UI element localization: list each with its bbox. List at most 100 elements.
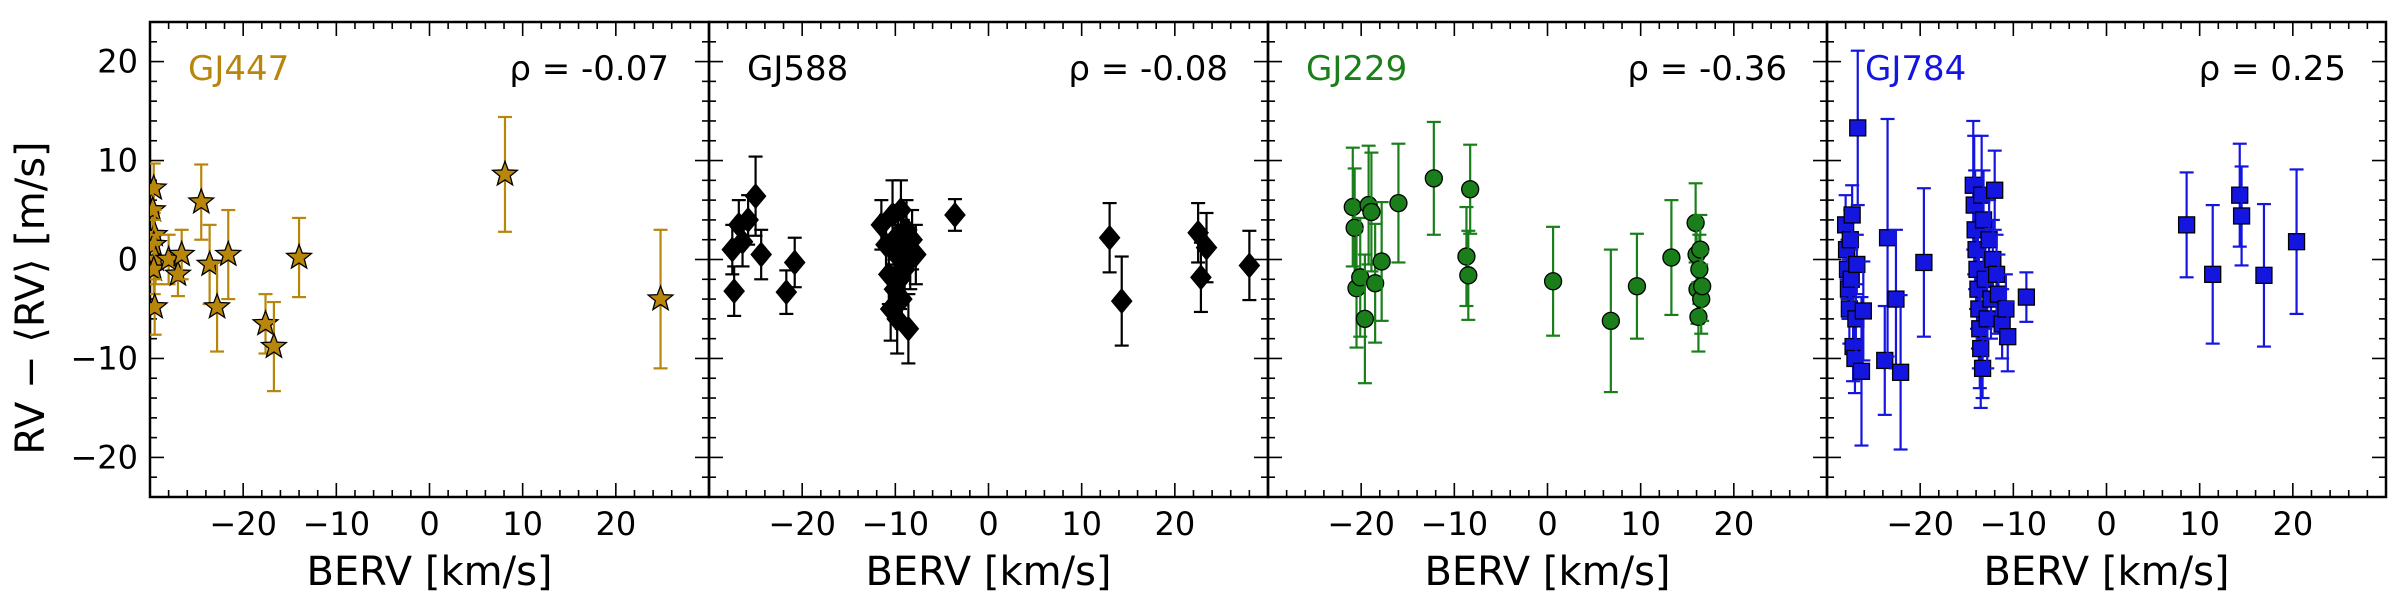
data-points-gj447 — [150, 115, 675, 393]
circle-marker — [1543, 272, 1563, 291]
x-tick-label: −10 — [862, 505, 930, 543]
x-tick-label: 0 — [1537, 505, 1557, 543]
panel-gj784: −20 −10 0 10 20 BERV [km/s] GJ784 ρ = 0.25 — [1825, 20, 2388, 595]
data-point-6 — [150, 278, 169, 336]
diamond-marker — [904, 241, 927, 268]
data-point-25 — [1693, 250, 1712, 322]
circle-marker — [1372, 252, 1391, 271]
data-point-42 — [1999, 300, 2017, 373]
x-tick-label: −20 — [209, 505, 277, 543]
data-point-30 — [1110, 255, 1133, 347]
diamond-marker — [1195, 234, 1218, 261]
square-marker — [1986, 181, 2004, 199]
x-tick-label: 10 — [1061, 505, 1102, 543]
data-point-16 — [284, 216, 314, 299]
data-point-28 — [944, 198, 966, 232]
panel-gj447: −20 −10 0 10 20 −20 −10 0 10 20 BERV [km/s] GJ447 ρ … — [70, 20, 711, 595]
data-point-14 — [1543, 225, 1563, 337]
diamond-marker — [1110, 288, 1133, 315]
panel-gj588: −20 −10 0 10 20 BERV [km/s] GJ588 ρ = -0.08 — [707, 20, 1270, 595]
data-point-8 — [783, 236, 806, 289]
square-marker — [2017, 288, 2036, 306]
square-marker — [1997, 300, 2015, 318]
x-tick-label: −20 — [1327, 505, 1395, 543]
diamond-marker — [886, 305, 909, 332]
star-marker — [214, 239, 243, 267]
diamond-marker — [783, 249, 806, 276]
data-point-33 — [1195, 211, 1218, 284]
circle-marker — [1662, 248, 1681, 267]
star-marker — [167, 239, 196, 267]
square-marker — [1972, 339, 1990, 358]
square-marker — [2177, 216, 2196, 234]
rho-label-gj447: ρ = -0.07 — [509, 49, 669, 89]
diamond-marker — [744, 183, 767, 210]
square-marker — [1854, 302, 1872, 320]
x-tick-label: −20 — [768, 505, 836, 543]
data-point-7 — [1365, 222, 1385, 344]
data-point-34 — [1238, 229, 1261, 302]
square-marker — [2204, 265, 2222, 283]
data-point-13 — [1852, 296, 1871, 447]
data-point-27 — [904, 223, 927, 286]
x-tick-label: −10 — [303, 505, 371, 543]
square-marker — [2287, 233, 2306, 251]
diamond-marker — [750, 241, 773, 268]
diamond-marker — [1098, 224, 1121, 251]
data-point-15 — [259, 300, 289, 393]
square-marker — [2232, 207, 2251, 225]
star-marker — [284, 242, 314, 270]
x-tick-label: 20 — [595, 505, 636, 543]
star-marker — [646, 284, 675, 312]
data-point-12 — [202, 261, 232, 353]
data-points-gj588 — [721, 155, 1261, 365]
panels-layer: −20 −10 0 10 20 −20 −10 0 10 20 BERV [km/s] GJ447 ρ … — [70, 20, 2388, 595]
circle-marker — [1389, 193, 1408, 213]
x-axis-label: BERV [km/s] — [1983, 549, 2229, 595]
square-marker — [1849, 119, 1867, 137]
circle-marker — [1424, 169, 1443, 188]
x-tick-label: 20 — [1713, 505, 1754, 543]
data-point-13 — [214, 208, 243, 301]
data-point-18 — [1891, 294, 1910, 451]
x-tick-label: 0 — [419, 505, 439, 543]
data-point-9 — [1389, 142, 1408, 264]
panel-gj229: −20 −10 0 10 20 BERV [km/s] GJ229 ρ = -0.36 — [1266, 20, 1829, 595]
data-point-7 — [775, 269, 798, 316]
square-marker — [1843, 206, 1861, 224]
circle-marker — [1693, 277, 1712, 296]
x-axis-label: BERV [km/s] — [306, 549, 552, 595]
circle-marker — [1461, 180, 1480, 199]
y-tick-label: −20 — [70, 438, 138, 476]
diamond-marker — [775, 279, 798, 306]
circle-marker — [1355, 309, 1375, 329]
x-tick-label: 0 — [978, 505, 998, 543]
data-point-18 — [646, 228, 675, 370]
data-point-10 — [187, 163, 216, 241]
star-marker — [150, 292, 169, 320]
star-marker — [187, 187, 216, 215]
x-axis-label: BERV [km/s] — [865, 549, 1111, 595]
data-point-47 — [2232, 165, 2251, 267]
x-axis-label: BERV [km/s] — [1424, 549, 1670, 595]
data-point-19 — [1915, 187, 1933, 338]
data-point-29 — [1098, 201, 1121, 274]
star-marker — [490, 159, 520, 187]
data-point-11 — [1457, 205, 1476, 308]
data-point-45 — [2204, 203, 2222, 345]
circle-marker — [1691, 240, 1710, 259]
data-point-14 — [1854, 260, 1872, 362]
rho-label-gj229: ρ = -0.36 — [1627, 49, 1787, 89]
data-point-5 — [744, 155, 767, 237]
panel-title-gj447: GJ447 — [188, 49, 289, 89]
x-tick-label: 10 — [1620, 505, 1661, 543]
panel-title-gj229: GJ229 — [1306, 49, 1407, 89]
diamond-marker — [1190, 264, 1212, 291]
star-marker — [202, 292, 232, 320]
square-marker — [1852, 362, 1871, 380]
data-point-12 — [1459, 229, 1478, 321]
data-point-2 — [1347, 227, 1366, 349]
data-point-15 — [1601, 248, 1621, 394]
x-tick-label: −10 — [1421, 505, 1489, 543]
